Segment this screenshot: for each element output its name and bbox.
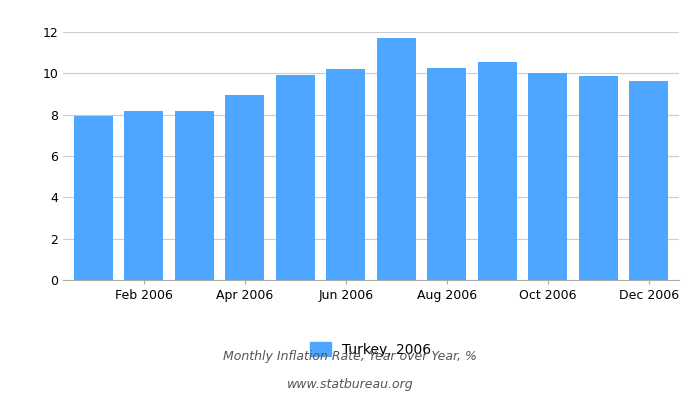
Bar	[74, 116, 113, 280]
Bar	[629, 80, 668, 280]
Text: Monthly Inflation Rate, Year over Year, %: Monthly Inflation Rate, Year over Year, …	[223, 350, 477, 363]
Bar	[225, 95, 265, 280]
Bar	[427, 68, 466, 280]
Bar	[326, 70, 365, 280]
Bar	[377, 38, 416, 280]
Bar	[477, 62, 517, 280]
Text: www.statbureau.org: www.statbureau.org	[287, 378, 413, 391]
Legend: Turkey, 2006: Turkey, 2006	[305, 336, 437, 362]
Bar	[528, 73, 568, 280]
Bar	[276, 75, 315, 280]
Bar	[124, 111, 164, 280]
Bar	[174, 111, 214, 280]
Bar	[578, 76, 618, 280]
